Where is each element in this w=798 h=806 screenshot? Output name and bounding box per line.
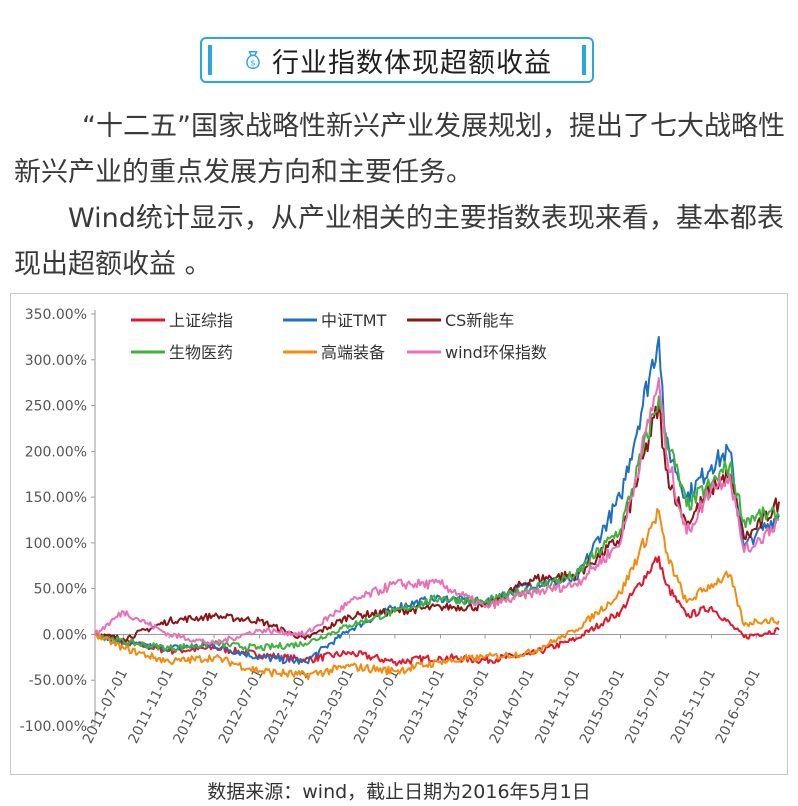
x-tick-label: 2012-03-01 (170, 667, 221, 747)
series-line-0 (94, 555, 780, 667)
legend-label-5: wind环保指数 (445, 343, 547, 362)
y-tick-label: 0.00% (43, 627, 87, 643)
x-tick-label: 2015-03-01 (577, 667, 628, 747)
paragraph-2: Wind统计显示，从产业相关的主要指数表现来看，基本都表现出超额收益 。 (14, 196, 786, 288)
paragraph-2-text: Wind统计显示，从产业相关的主要指数表现来看，基本都表现出超额收益 。 (14, 203, 784, 280)
x-tick-label: 2013-11-01 (397, 667, 448, 747)
series-line-2 (94, 404, 780, 643)
svg-text:$: $ (250, 58, 255, 68)
series-line-4 (94, 508, 780, 681)
x-tick-label: 2011-11-01 (126, 667, 177, 747)
y-tick-label: -100.00% (20, 719, 87, 735)
y-tick-label: 300.00% (25, 353, 87, 369)
paragraph-1: “十二五”国家战略性新兴产业发展规划，提出了七大战略性新兴产业的重点发展方向和主… (14, 104, 786, 196)
y-tick-label: 50.00% (34, 582, 87, 598)
legend-label-3: 生物医药 (169, 343, 233, 362)
section-title: 行业指数体现超额收益 (272, 47, 552, 79)
y-tick-label: 250.00% (25, 399, 87, 415)
x-tick-label: 2015-11-01 (668, 667, 719, 747)
y-tick-label: 100.00% (25, 536, 87, 552)
legend-label-0: 上证综指 (169, 311, 233, 330)
x-tick-label: 2014-03-01 (441, 667, 492, 747)
chart-container: -100.00% -50.00% 0.00% 50.00% 100.00% 150.00%… (10, 293, 788, 775)
x-tick-label: 2011-07-01 (80, 667, 131, 747)
paragraph-1-text: “十二五”国家战略性新兴产业发展规划，提出了七大战略性新兴产业的重点发展方向和主… (14, 111, 785, 188)
money-bag-icon: $ (246, 51, 260, 69)
series-line-3 (94, 395, 780, 652)
x-tick-label: 2015-07-01 (622, 667, 673, 747)
x-tick-label: 2012-11-01 (261, 667, 312, 747)
series-line-5 (94, 377, 780, 646)
x-tick-label: 2012-07-01 (216, 667, 267, 747)
line-chart: -100.00% -50.00% 0.00% 50.00% 100.00% 150.00%… (20, 307, 780, 747)
y-tick-label: 150.00% (25, 490, 87, 506)
x-tick-label: 2014-11-01 (532, 667, 583, 747)
y-tick-label: -50.00% (29, 673, 87, 689)
x-tick-label: 2013-07-01 (351, 667, 402, 747)
x-tick-label: 2016-03-01 (713, 667, 764, 747)
legend-label-4: 高端装备 (321, 343, 385, 362)
source-note: 数据来源：wind，截止日期为2016年5月1日 (207, 781, 591, 803)
legend-label-1: 中证TMT (321, 311, 387, 330)
legend-label-2: CS新能车 (445, 311, 514, 330)
y-tick-label: 350.00% (25, 307, 87, 323)
section-title-box: $ 行业指数体现超额收益 (200, 37, 594, 83)
y-tick-label: 200.00% (25, 444, 87, 460)
x-tick-label: 2014-07-01 (487, 667, 538, 747)
x-tick-label: 2013-03-01 (306, 667, 357, 747)
